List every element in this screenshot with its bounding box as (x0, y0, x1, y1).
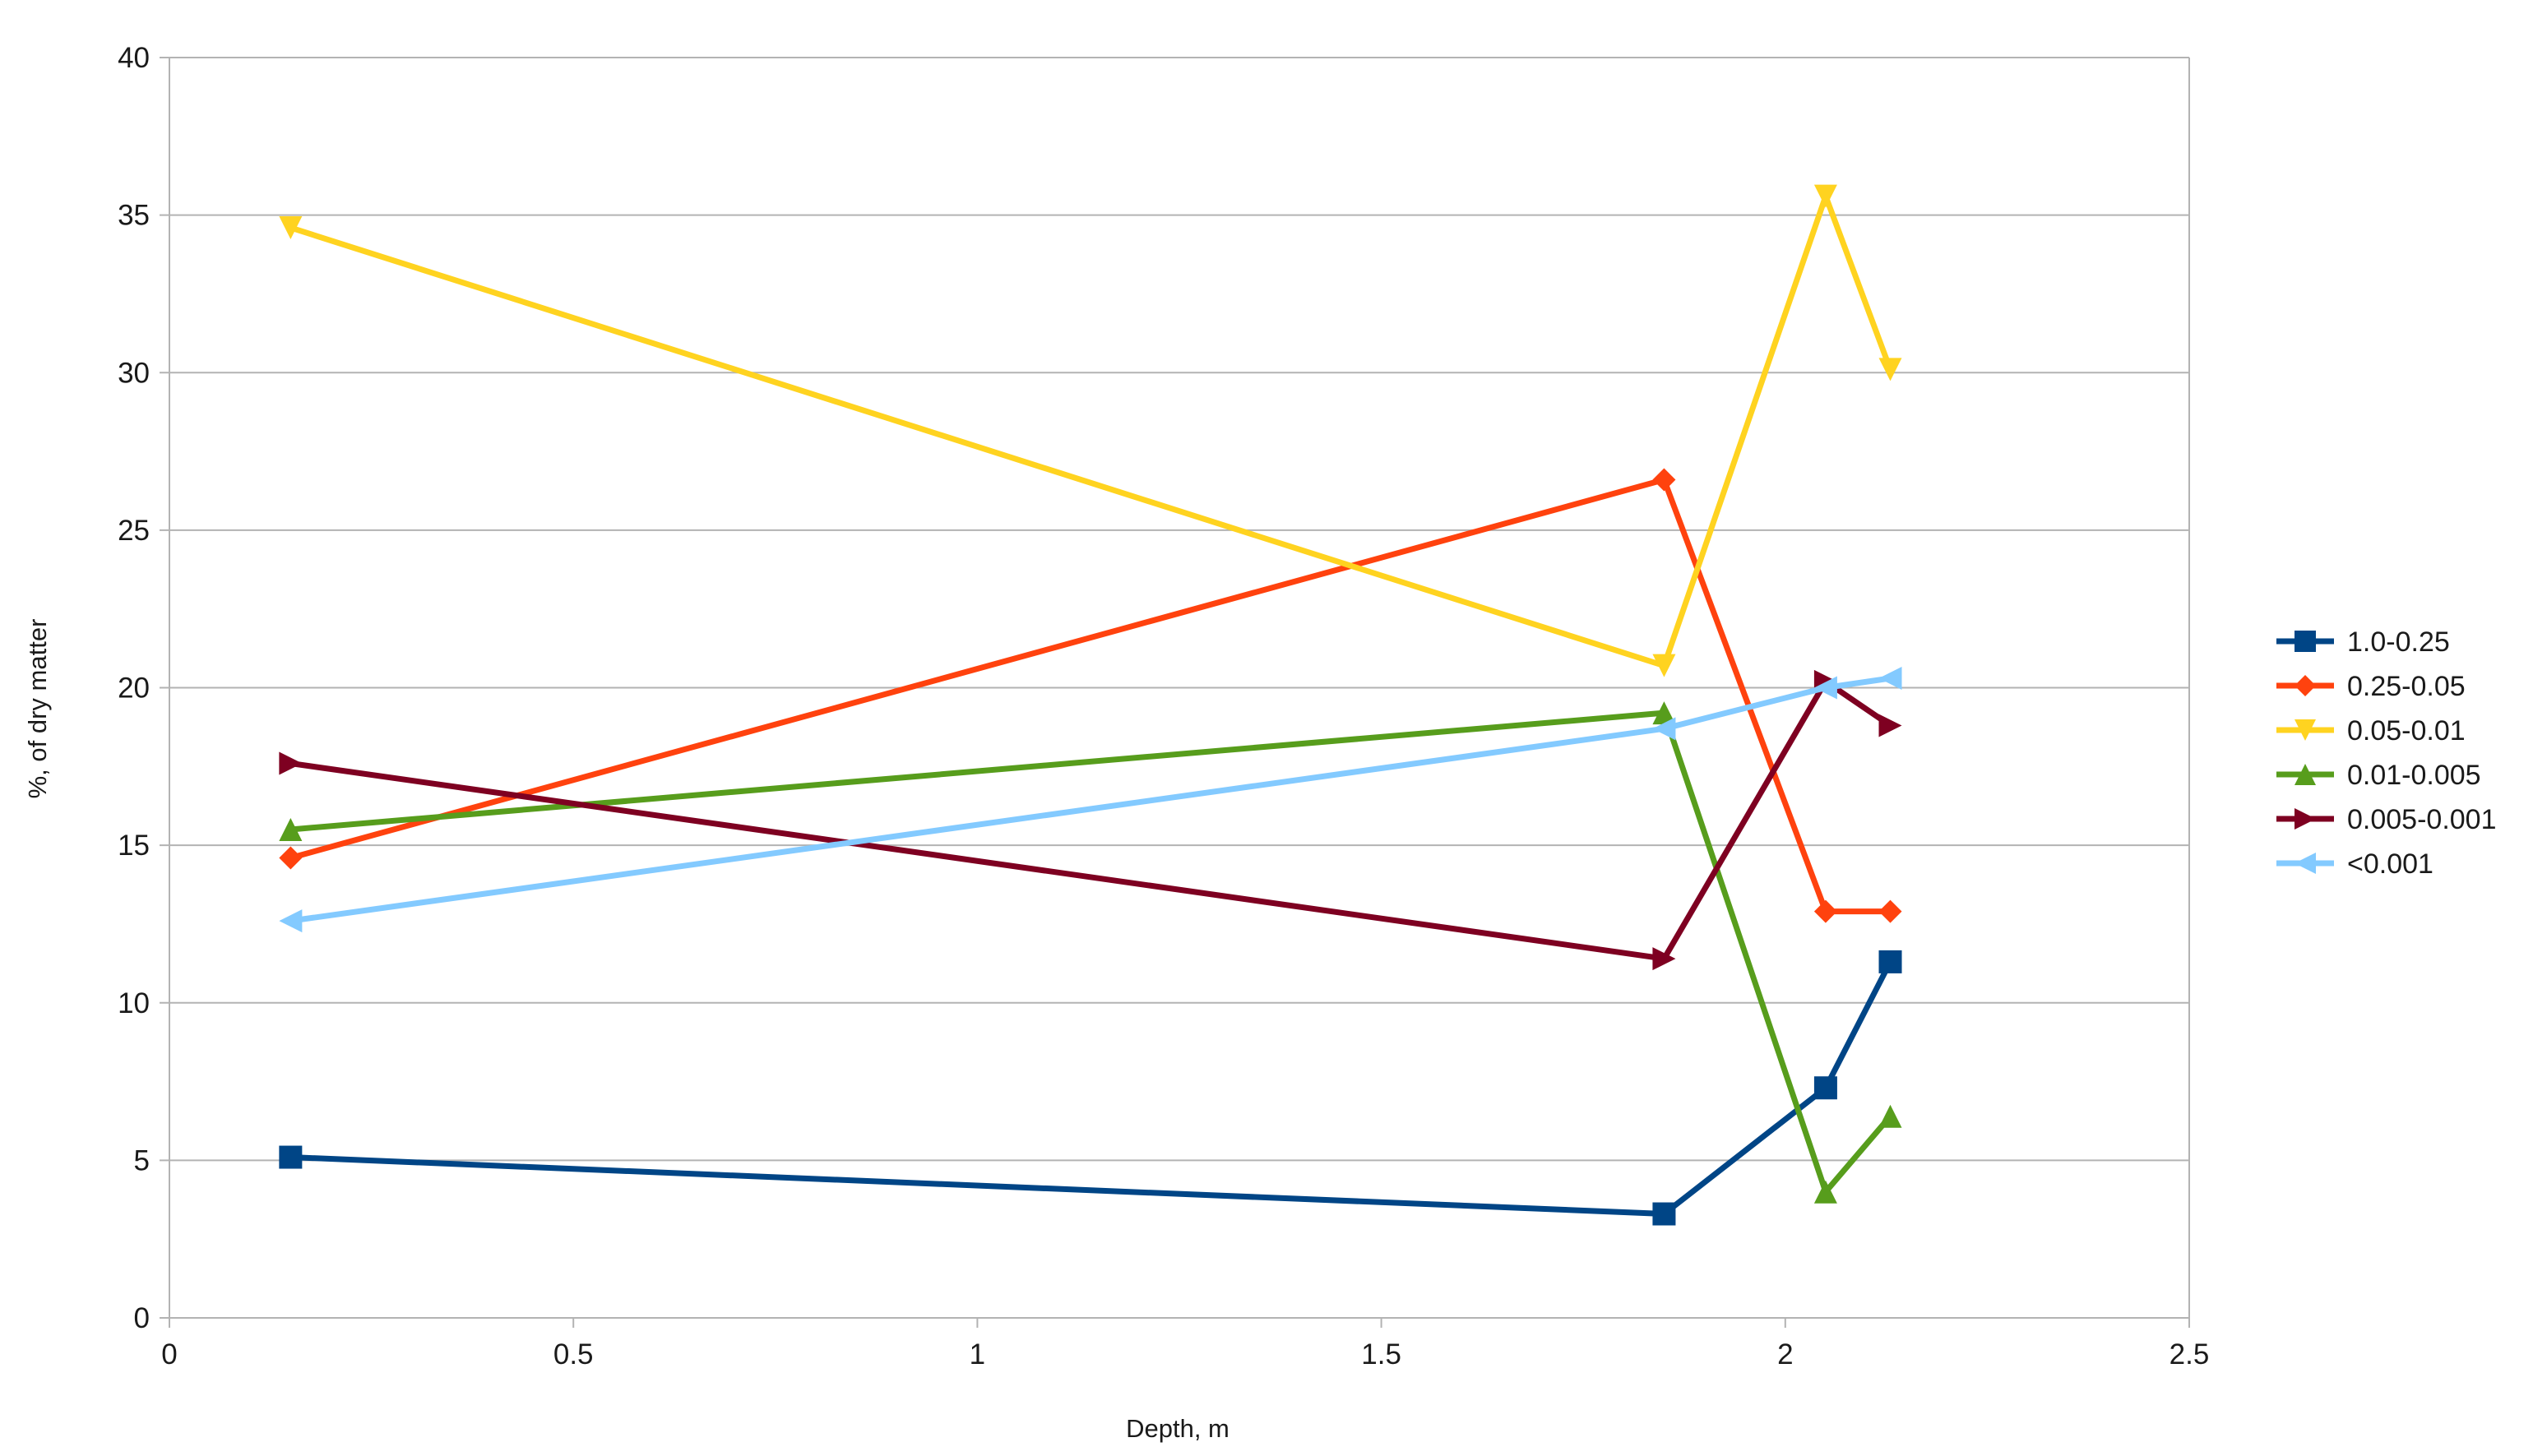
y-tick-label: 20 (118, 673, 150, 705)
y-tick-label: 15 (118, 830, 150, 862)
series-4 (279, 701, 1902, 1204)
data-point (279, 1145, 303, 1169)
x-tick-label: 1 (970, 1338, 985, 1370)
legend-marker (2295, 808, 2316, 830)
data-point (279, 817, 303, 841)
legend-label: 0.25-0.05 (2347, 671, 2466, 702)
data-point (1652, 701, 1676, 725)
series-3 (279, 184, 1902, 677)
series-2 (279, 468, 1902, 923)
legend-marker (2295, 719, 2316, 741)
series-6 (279, 667, 1902, 933)
data-point (1813, 184, 1837, 208)
data-point (1878, 899, 1902, 923)
data-point (1878, 1104, 1902, 1128)
x-tick-label: 2 (1777, 1338, 1793, 1370)
legend-label: 0.05-0.01 (2347, 715, 2466, 746)
legend-marker (2295, 631, 2316, 652)
x-tick-label: 0 (161, 1338, 177, 1370)
series-line (287, 710, 1894, 1195)
x-axis-title: Depth, m (1126, 1414, 1229, 1443)
series-line (287, 959, 1894, 1218)
data-point (1813, 676, 1837, 700)
data-point (1878, 714, 1902, 737)
y-tick-label: 25 (118, 515, 150, 547)
data-point (1813, 899, 1837, 923)
series-layer (279, 184, 1902, 1226)
legend-label: 0.01-0.005 (2347, 760, 2481, 791)
grid-lines (169, 57, 2189, 1319)
legend-label: <0.001 (2347, 848, 2433, 880)
data-point (1878, 358, 1902, 381)
data-point (1813, 1180, 1837, 1204)
series-line (287, 678, 1894, 962)
x-tick-label: 1.5 (1361, 1338, 1401, 1370)
data-point (1813, 1076, 1837, 1100)
y-tick-label: 0 (134, 1302, 150, 1334)
data-point (279, 751, 303, 775)
series-line (287, 477, 1894, 915)
legend-item: 0.25-0.05 (2276, 671, 2466, 702)
legend-item: 1.0-0.25 (2276, 626, 2450, 658)
series-line (287, 675, 1894, 924)
legend-item: 0.005-0.001 (2276, 804, 2497, 835)
y-tick-label: 10 (118, 987, 150, 1019)
legend-marker (2295, 764, 2316, 785)
legend-label: 0.005-0.001 (2347, 804, 2497, 835)
data-point (279, 215, 303, 239)
data-point (1652, 654, 1676, 677)
data-point (279, 909, 303, 933)
data-point (279, 846, 303, 870)
legend-item: <0.001 (2276, 848, 2433, 880)
legend-label: 1.0-0.25 (2347, 626, 2450, 658)
series-1 (279, 950, 1902, 1226)
data-point (1652, 717, 1676, 741)
y-tick-label: 30 (118, 357, 150, 389)
data-point (1652, 468, 1676, 492)
y-axis-title: %, of dry matter (23, 619, 52, 799)
data-point (1652, 947, 1676, 971)
legend-marker (2295, 675, 2316, 696)
data-point (1878, 950, 1902, 973)
y-tick-label: 35 (118, 200, 150, 232)
data-point (1652, 1202, 1676, 1226)
legend-item: 0.05-0.01 (2276, 715, 2466, 746)
x-tick-label: 2.5 (2169, 1338, 2210, 1370)
data-point (1878, 667, 1902, 691)
legend: 1.0-0.25 0.25-0.05 0.05-0.01 0.01-0.005 0.00… (2276, 626, 2497, 880)
legend-item: 0.01-0.005 (2276, 760, 2481, 791)
legend-marker (2295, 853, 2316, 874)
series-line (287, 193, 1894, 669)
axes: 0 5 10 15 20 25 30 35 40 0 0.5 1 1.5 2 2.5 (118, 42, 2209, 1370)
y-tick-label: 5 (134, 1144, 150, 1176)
y-tick-label: 40 (118, 42, 150, 74)
x-tick-label: 0.5 (553, 1338, 594, 1370)
